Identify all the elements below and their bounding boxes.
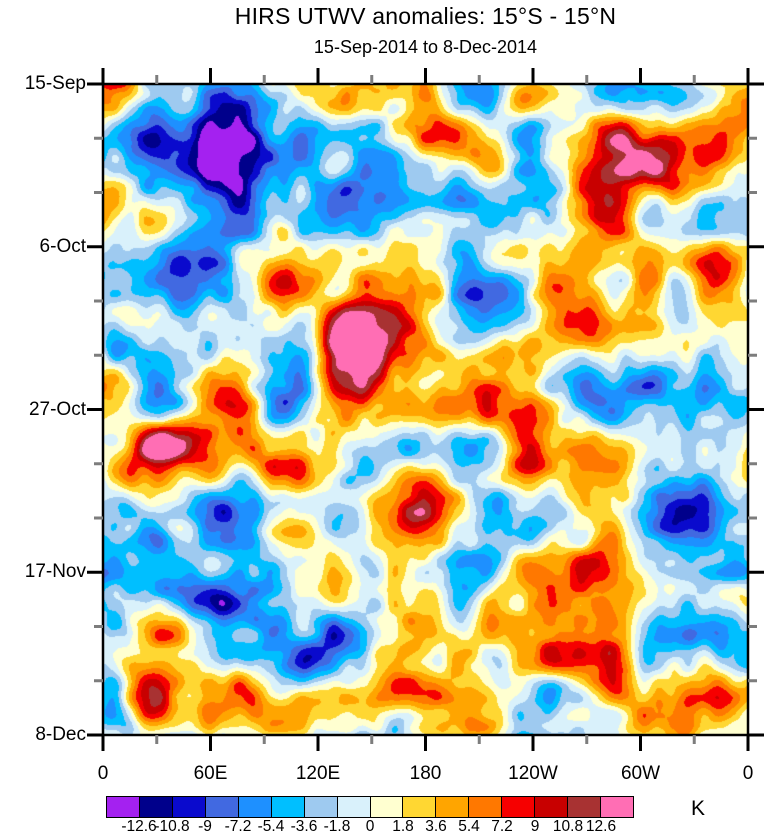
colorbar-level-label: 5.4	[458, 818, 480, 834]
colorbar-level-label: -9	[198, 818, 212, 834]
x-tick-label: 180	[409, 763, 442, 784]
x-tick-label: 60E	[193, 763, 228, 784]
y-tick-label: 8-Dec	[35, 724, 86, 745]
y-tick-label: 15-Sep	[24, 73, 86, 94]
colorbar-cell	[402, 797, 436, 817]
x-tick-label: 120W	[508, 763, 558, 784]
colorbar-unit-label: K	[690, 797, 705, 820]
colorbar	[106, 796, 634, 818]
colorbar-cell	[270, 797, 304, 817]
colorbar-cell	[369, 797, 403, 817]
colorbar-cell	[435, 797, 469, 817]
axes-and-ticks	[87, 68, 764, 751]
colorbar-cell	[336, 797, 370, 817]
x-tick-label: 120E	[295, 763, 341, 784]
colorbar-cell	[468, 797, 502, 817]
colorbar-level-label: 9	[530, 818, 540, 834]
colorbar-level-label: 12.6	[585, 818, 617, 834]
x-tick-label: 60W	[620, 763, 661, 784]
y-tick-label: 17-Nov	[24, 561, 86, 583]
colorbar-cell	[567, 797, 601, 817]
x-tick-label: 0	[97, 763, 109, 784]
colorbar-level-label: -3.6	[290, 818, 318, 834]
colorbar-cell	[534, 797, 568, 817]
colorbar-level-label: -7.2	[224, 818, 252, 834]
chart-title: HIRS UTWV anomalies: 15°S - 15°N	[234, 3, 617, 29]
y-tick-label: 6-Oct	[39, 235, 86, 257]
colorbar-level-label: -12.6	[121, 818, 157, 834]
colorbar-level-label: 7.2	[491, 818, 513, 834]
colorbar-cell	[107, 797, 139, 817]
chart-subtitle: 15-Sep-2014 to 8-Dec-2014	[313, 37, 538, 57]
colorbar-cell	[204, 797, 238, 817]
colorbar-level-label: 10.8	[552, 818, 584, 834]
colorbar-cell	[501, 797, 535, 817]
colorbar-cell	[600, 797, 633, 817]
x-tick-label: 0	[742, 763, 754, 784]
plot-frame	[101, 82, 750, 737]
colorbar-cell	[171, 797, 205, 817]
colorbar-level-label: 1.8	[392, 818, 414, 834]
colorbar-cell	[303, 797, 337, 817]
colorbar-level-label: -5.4	[257, 818, 285, 834]
y-tick-label: 27-Oct	[28, 398, 86, 420]
colorbar-level-label: -1.8	[323, 818, 351, 834]
contour-field-canvas	[103, 84, 748, 735]
colorbar-cell	[138, 797, 172, 817]
colorbar-level-label: -10.8	[154, 818, 190, 834]
colorbar-level-label: 3.6	[425, 818, 447, 834]
colorbar-level-label: 0	[365, 818, 375, 834]
colorbar-cell	[237, 797, 271, 817]
